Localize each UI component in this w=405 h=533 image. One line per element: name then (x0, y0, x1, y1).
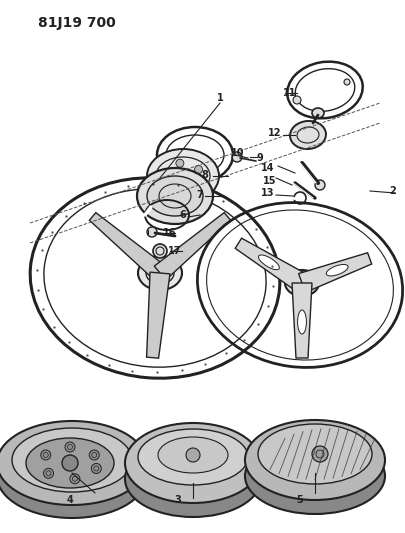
Polygon shape (298, 253, 371, 293)
Circle shape (194, 166, 202, 174)
Text: 14: 14 (260, 163, 274, 173)
Ellipse shape (147, 176, 202, 216)
Ellipse shape (136, 168, 213, 224)
Ellipse shape (244, 438, 384, 514)
Text: 17: 17 (168, 246, 181, 256)
Circle shape (231, 152, 241, 162)
Text: 16: 16 (163, 228, 176, 238)
Ellipse shape (284, 270, 318, 296)
Circle shape (43, 469, 53, 478)
Text: 3: 3 (174, 495, 181, 505)
Text: 1: 1 (216, 93, 223, 103)
Text: 8: 8 (201, 170, 208, 180)
Circle shape (70, 474, 80, 484)
Circle shape (185, 448, 200, 462)
Text: 81J19 700: 81J19 700 (38, 16, 115, 30)
Text: 10: 10 (231, 148, 244, 158)
Circle shape (343, 79, 349, 85)
Ellipse shape (289, 121, 325, 149)
Polygon shape (291, 283, 311, 358)
Ellipse shape (26, 438, 114, 488)
Text: 5: 5 (296, 495, 303, 505)
Ellipse shape (311, 108, 323, 118)
Text: 11: 11 (283, 88, 296, 98)
Circle shape (292, 96, 300, 104)
Ellipse shape (138, 429, 247, 485)
Text: 6: 6 (179, 210, 186, 220)
Ellipse shape (158, 437, 228, 473)
Ellipse shape (125, 441, 260, 517)
Polygon shape (234, 238, 307, 292)
Ellipse shape (297, 310, 306, 334)
Circle shape (314, 180, 324, 190)
Text: 12: 12 (268, 128, 281, 138)
Ellipse shape (0, 421, 147, 505)
Circle shape (89, 450, 99, 460)
Circle shape (311, 446, 327, 462)
Ellipse shape (147, 149, 218, 203)
Ellipse shape (0, 434, 147, 518)
Text: 15: 15 (262, 176, 276, 186)
Text: 4: 4 (66, 495, 73, 505)
Ellipse shape (326, 264, 347, 276)
Circle shape (175, 159, 183, 167)
Text: 13: 13 (260, 188, 274, 198)
Circle shape (170, 183, 177, 191)
Text: 7: 7 (196, 190, 203, 200)
Circle shape (62, 455, 78, 471)
Ellipse shape (125, 423, 260, 503)
Circle shape (91, 464, 101, 473)
Circle shape (65, 442, 75, 452)
Circle shape (153, 244, 166, 258)
Text: 9: 9 (256, 153, 263, 163)
Ellipse shape (12, 428, 132, 492)
Text: 2: 2 (389, 186, 395, 196)
Ellipse shape (244, 420, 384, 500)
Polygon shape (154, 213, 230, 280)
Circle shape (147, 227, 157, 237)
Polygon shape (146, 272, 170, 358)
Circle shape (161, 169, 169, 177)
Circle shape (40, 450, 51, 460)
Ellipse shape (258, 255, 279, 270)
Ellipse shape (138, 256, 181, 290)
Circle shape (188, 183, 196, 191)
Polygon shape (89, 213, 165, 280)
Circle shape (296, 278, 306, 288)
Ellipse shape (257, 424, 371, 484)
